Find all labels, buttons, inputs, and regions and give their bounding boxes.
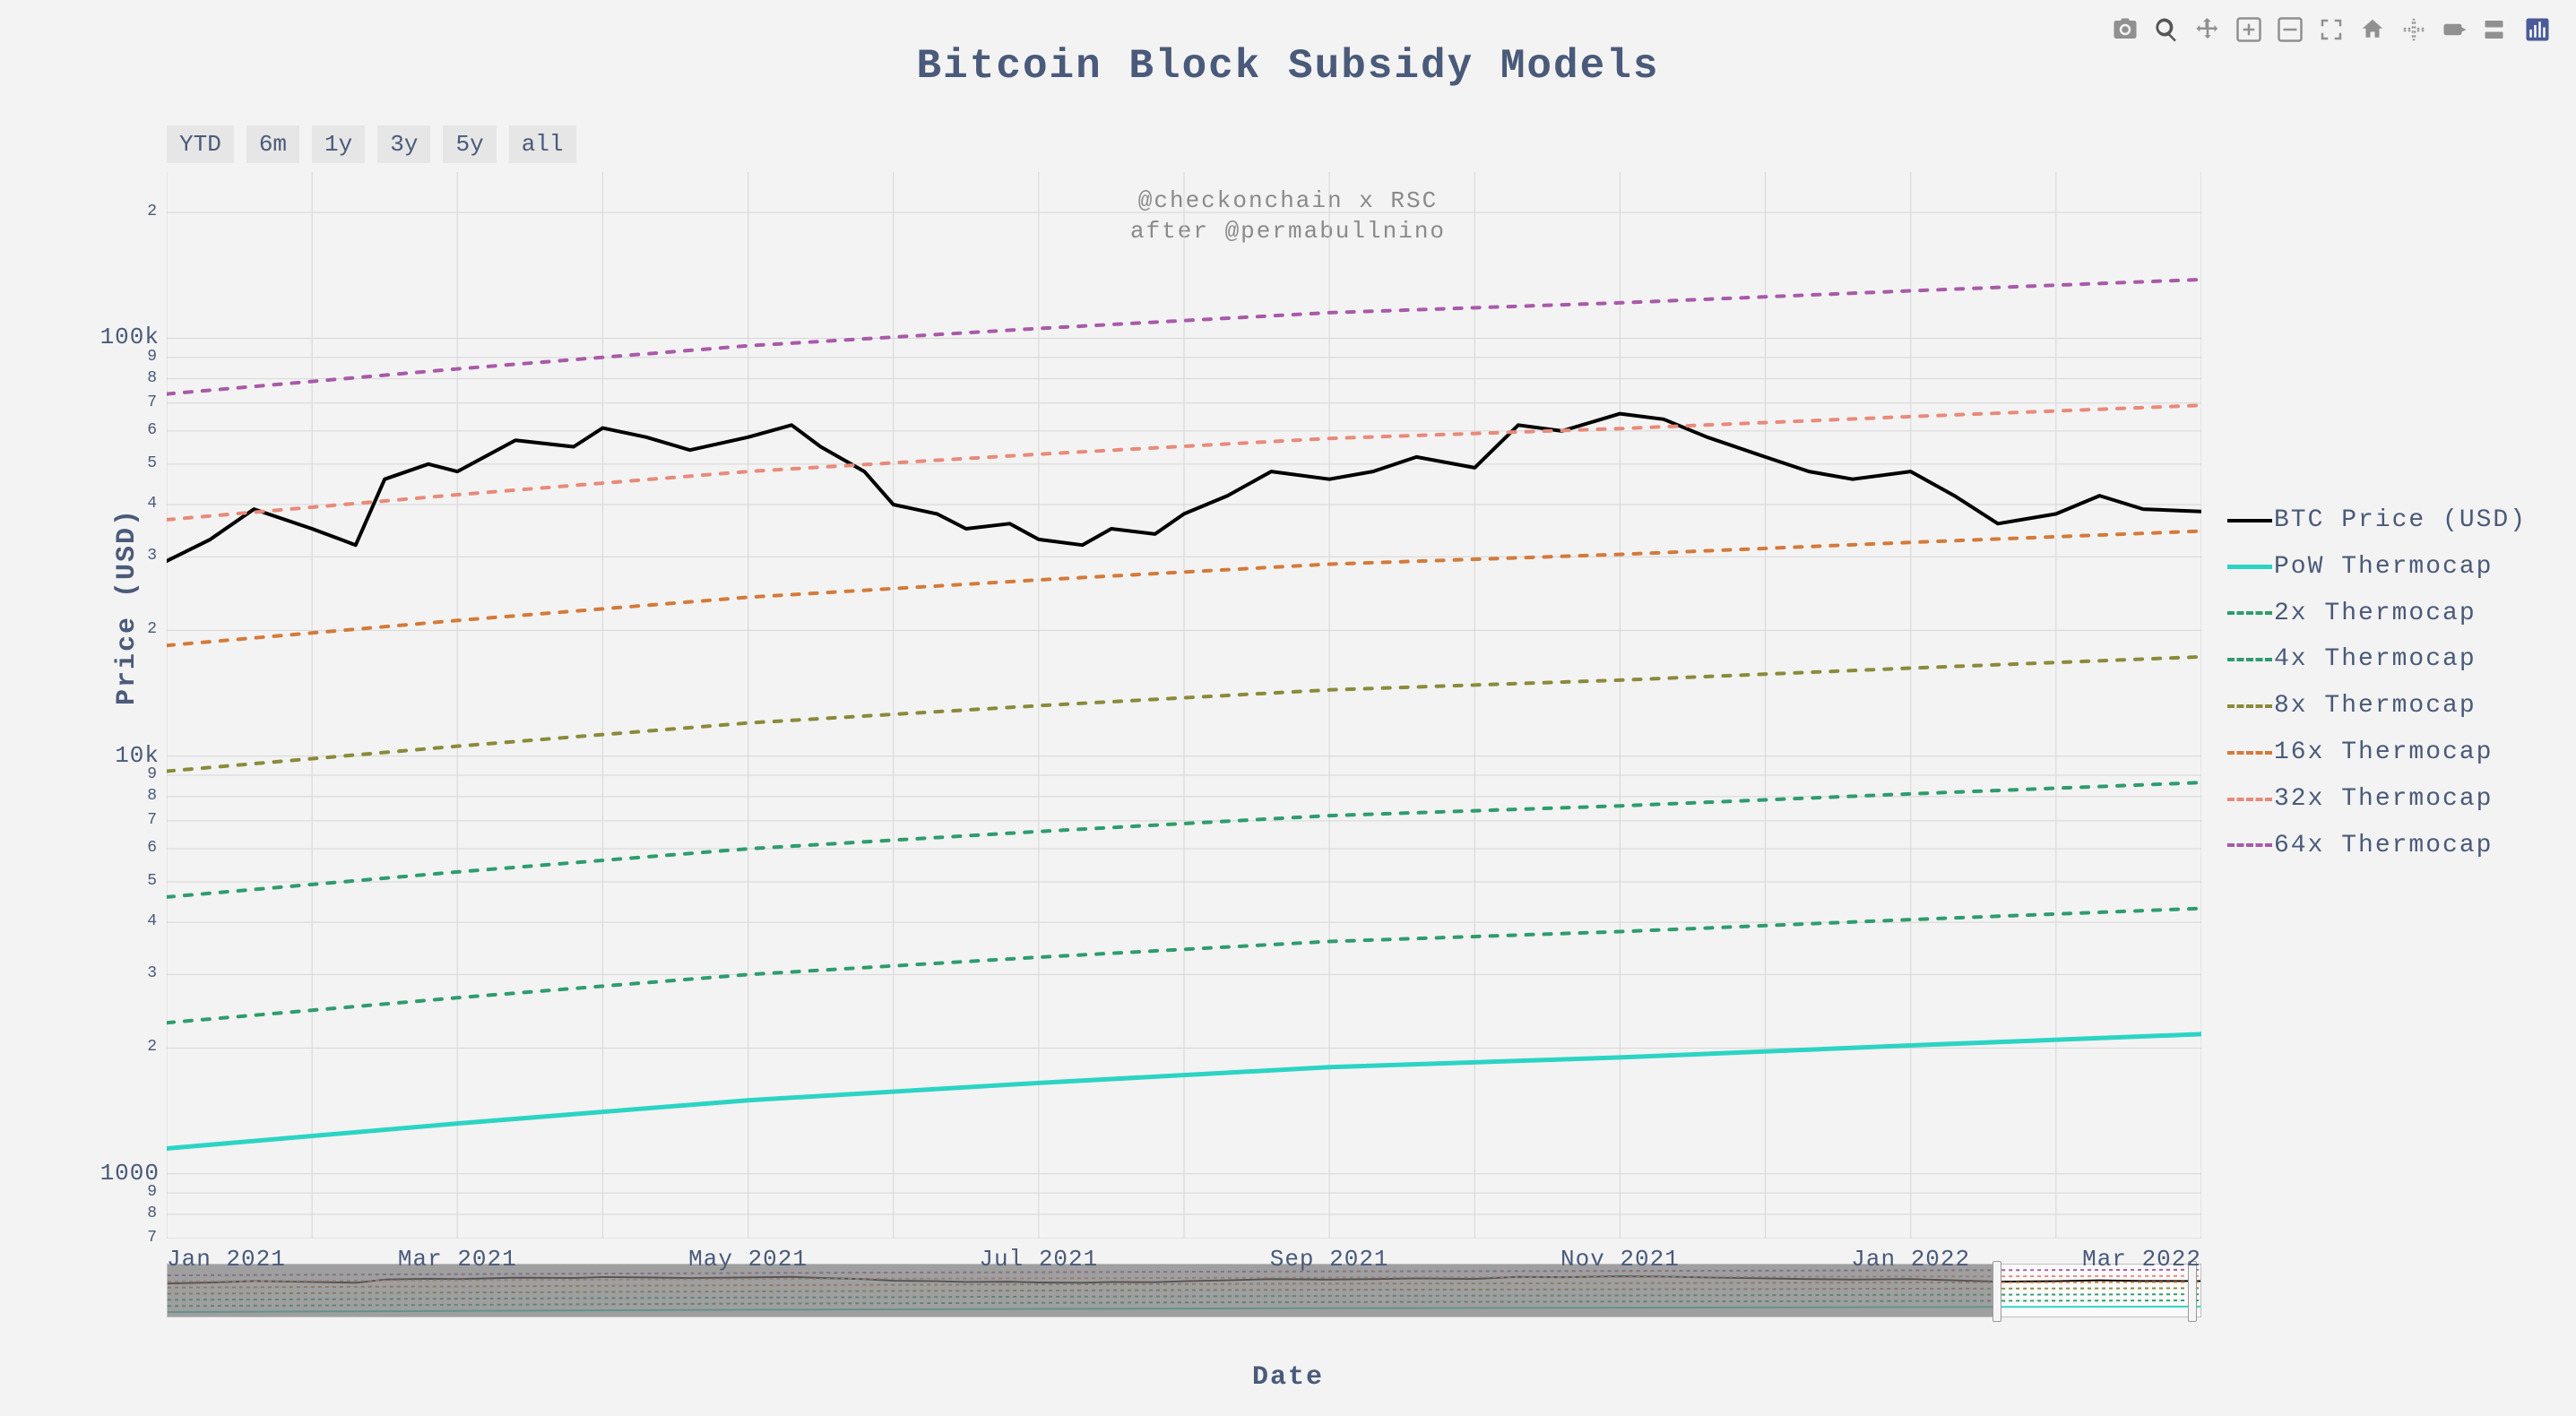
y-tick-minor-label: 5 <box>147 454 158 472</box>
y-tick-minor-label: 2 <box>147 203 158 220</box>
y-tick-minor-label: 8 <box>147 369 158 387</box>
range-btn-6m[interactable]: 6m <box>246 125 299 163</box>
x-tick-label: May 2021 <box>686 1246 811 1273</box>
legend-label: 2x Thermocap <box>2274 591 2477 637</box>
legend-label: BTC Price (USD) <box>2274 497 2527 544</box>
x-axis-label: Date <box>1252 1362 1324 1393</box>
legend-item[interactable]: 64x Thermocap <box>2227 823 2527 869</box>
legend-swatch <box>2227 751 2272 755</box>
y-tick-minor-label: 8 <box>147 1204 158 1222</box>
camera-icon[interactable] <box>2112 16 2139 43</box>
legend-swatch <box>2227 565 2272 569</box>
legend-swatch <box>2227 798 2272 801</box>
legend-swatch <box>2227 611 2272 615</box>
y-tick-minor-label: 4 <box>147 912 158 930</box>
legend-item[interactable]: BTC Price (USD) <box>2227 497 2527 544</box>
zoom-out-icon[interactable] <box>2277 16 2304 43</box>
x-tick-label: Jan 2021 <box>167 1246 292 1273</box>
legend-swatch <box>2227 519 2272 522</box>
legend-item[interactable]: 4x Thermocap <box>2227 636 2527 683</box>
spike-icon[interactable] <box>2400 16 2427 43</box>
x-tick-label: Jan 2022 <box>1848 1246 1974 1273</box>
legend-label: 8x Thermocap <box>2274 683 2477 730</box>
legend-label: 4x Thermocap <box>2274 636 2477 683</box>
range-selector: YTD 6m 1y 3y 5y all <box>167 125 576 163</box>
show-closest-icon[interactable] <box>2442 16 2468 43</box>
chart-plot[interactable] <box>167 172 2201 1239</box>
legend-swatch <box>2227 658 2272 661</box>
legend-item[interactable]: 32x Thermocap <box>2227 776 2527 823</box>
x-tick-label: Nov 2021 <box>1557 1246 1682 1273</box>
x-tick-label: Mar 2021 <box>394 1246 520 1273</box>
legend-item[interactable]: 8x Thermocap <box>2227 683 2527 730</box>
legend-swatch <box>2227 704 2272 708</box>
x-tick-label: Sep 2021 <box>1266 1246 1392 1273</box>
y-tick-minor-label: 4 <box>147 495 158 513</box>
plotly-logo-icon[interactable] <box>2524 16 2551 43</box>
reset-axes-icon[interactable] <box>2359 16 2386 43</box>
range-btn-3y[interactable]: 3y <box>377 125 430 163</box>
legend-swatch <box>2227 843 2272 847</box>
range-btn-all[interactable]: all <box>509 125 576 163</box>
legend: BTC Price (USD)PoW Thermocap2x Thermocap… <box>2227 497 2527 868</box>
range-btn-5y[interactable]: 5y <box>443 125 496 163</box>
y-tick-minor-label: 6 <box>147 839 158 857</box>
legend-item[interactable]: 2x Thermocap <box>2227 591 2527 637</box>
y-tick-minor-label: 7 <box>147 393 158 411</box>
y-tick-minor-label: 9 <box>147 348 158 366</box>
autoscale-icon[interactable] <box>2318 16 2345 43</box>
legend-item[interactable]: PoW Thermocap <box>2227 544 2527 591</box>
zoom-in-icon[interactable] <box>2235 16 2262 43</box>
legend-label: 32x Thermocap <box>2274 776 2493 823</box>
y-tick-minor-label: 5 <box>147 872 158 890</box>
y-tick-minor-label: 3 <box>147 547 158 565</box>
y-axis-label: Price (USD) <box>112 508 143 705</box>
legend-item[interactable]: 16x Thermocap <box>2227 730 2527 776</box>
y-tick-minor-label: 8 <box>147 787 158 805</box>
range-btn-ytd[interactable]: YTD <box>167 125 234 163</box>
y-tick-minor-label: 7 <box>147 1229 158 1247</box>
y-tick-minor-label: 3 <box>147 964 158 982</box>
pan-icon[interactable] <box>2194 16 2221 43</box>
y-tick-minor-label: 9 <box>147 1183 158 1201</box>
y-tick-minor-label: 7 <box>147 811 158 829</box>
legend-label: PoW Thermocap <box>2274 544 2493 591</box>
compare-icon[interactable] <box>2483 16 2510 43</box>
range-slider-handle-left[interactable] <box>1993 1261 2001 1322</box>
range-btn-1y[interactable]: 1y <box>312 125 365 163</box>
x-tick-label: Mar 2022 <box>2076 1246 2201 1273</box>
legend-label: 16x Thermocap <box>2274 730 2493 776</box>
zoom-icon[interactable] <box>2153 16 2180 43</box>
y-tick-minor-label: 2 <box>147 620 158 638</box>
y-tick-minor-label: 6 <box>147 421 158 439</box>
legend-label: 64x Thermocap <box>2274 823 2493 869</box>
y-tick-minor-label: 2 <box>147 1038 158 1056</box>
chart-title: Bitcoin Block Subsidy Models <box>18 43 2558 90</box>
x-tick-label: Jul 2021 <box>976 1246 1102 1273</box>
y-tick-minor-label: 9 <box>147 765 158 783</box>
chart-toolbar <box>2112 16 2551 43</box>
